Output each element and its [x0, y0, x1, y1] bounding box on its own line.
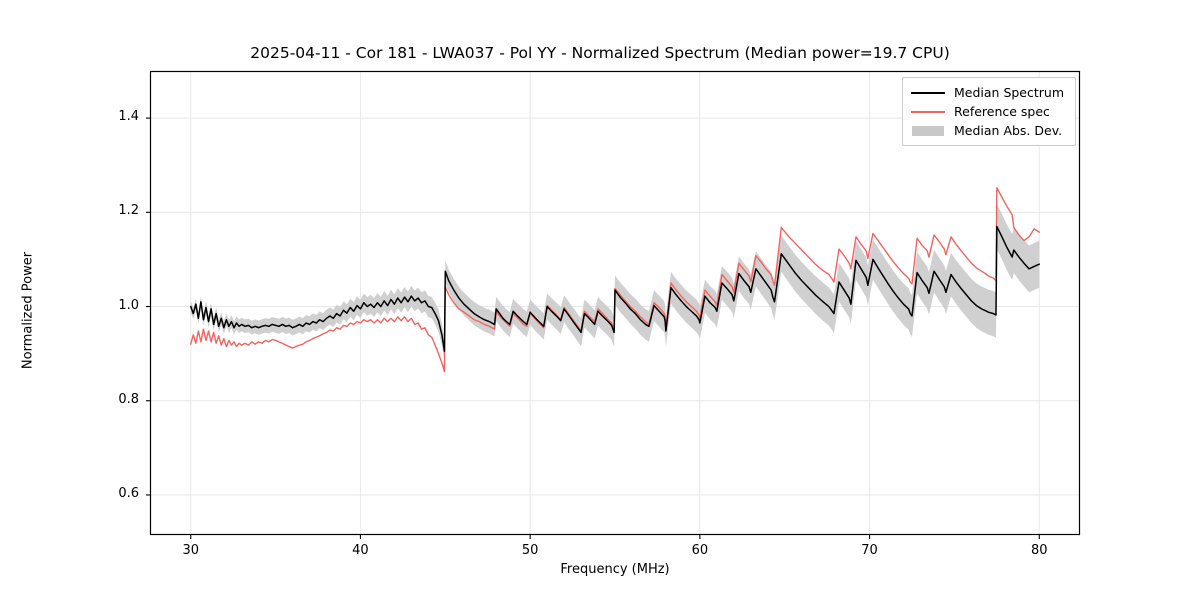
x-tick-label: 30 — [182, 543, 199, 558]
series-median-spectrum — [189, 225, 1041, 353]
y-tick-label: 1.4 — [118, 109, 139, 125]
legend-patch-swatch — [910, 124, 946, 138]
legend-label: Median Abs. Dev. — [954, 123, 1063, 138]
y-tick-label: 0.8 — [118, 391, 139, 407]
y-tick-label: 1.0 — [118, 297, 139, 313]
x-tick-label: 60 — [691, 543, 709, 558]
data-series — [189, 187, 1041, 373]
legend-swatch-mark — [912, 125, 944, 136]
legend: Median Spectrum Reference spec Median Abs.… — [902, 77, 1076, 146]
legend-swatch-mark — [911, 91, 945, 94]
x-tick-label: 40 — [352, 543, 369, 558]
y-tick-label: 1.2 — [118, 203, 139, 219]
x-tick-label: 70 — [861, 543, 878, 558]
mad-band-area — [190, 203, 1040, 363]
tick-marks — [146, 117, 1040, 539]
legend-label: Reference spec — [954, 104, 1050, 119]
x-axis-label: Frequency (MHz) — [560, 562, 670, 577]
axes-frame — [149, 70, 1081, 536]
legend-label: Median Spectrum — [954, 85, 1065, 100]
y-axis-label: Normalized Power — [20, 251, 36, 370]
legend-item: Median Abs. Dev. — [910, 121, 1068, 140]
legend-line-swatch — [910, 105, 946, 119]
x-tick-label: 50 — [521, 543, 539, 558]
y-tick-label: 0.6 — [118, 485, 139, 501]
x-tick-label: 80 — [1030, 543, 1048, 558]
legend-item: Reference spec — [910, 102, 1068, 121]
legend-item: Median Spectrum — [910, 83, 1068, 102]
legend-line-swatch — [910, 86, 946, 100]
mad-band — [190, 203, 1040, 363]
legend-swatch-mark — [911, 110, 945, 113]
chart-title: 2025-04-11 - Cor 181 - LWA037 - Pol YY -… — [250, 44, 950, 62]
